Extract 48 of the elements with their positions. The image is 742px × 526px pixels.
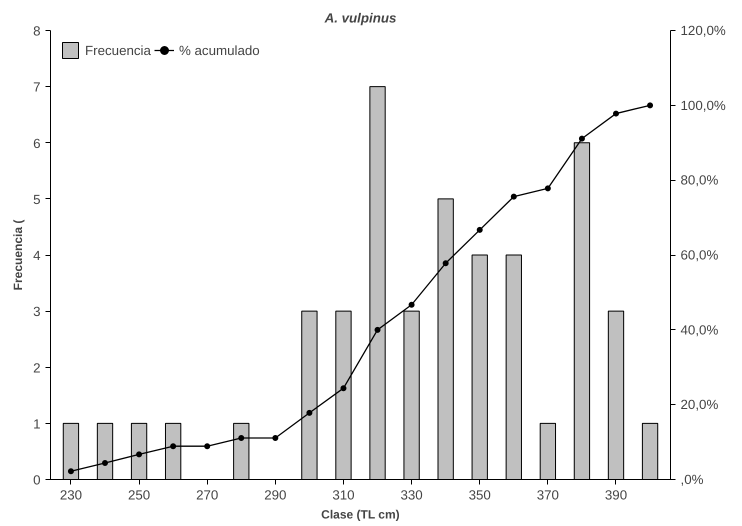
x-axis-title: Clase (TL cm) [321, 508, 400, 522]
x-tick-label: 390 [604, 488, 628, 502]
y2-tick-label: 80,0% [680, 172, 718, 188]
y-tick-label: 1 [33, 416, 41, 432]
x-tick-label: 270 [196, 488, 218, 502]
point [68, 468, 74, 474]
x-tick-label: 230 [60, 488, 82, 502]
y-tick-label: 7 [33, 80, 41, 95]
y-axis-title: Frecuencia ( [11, 220, 26, 290]
x-tick-label: 250 [128, 488, 150, 502]
point [340, 385, 346, 392]
chart-title: A. vulpinus [324, 10, 396, 26]
x-tick-label: 310 [332, 488, 355, 502]
y-tick-label: 0 [33, 472, 41, 488]
y-tick-label: 2 [33, 360, 41, 376]
y2-tick-label: 120,0% [680, 23, 726, 38]
point [272, 434, 278, 441]
x-tick-label: 330 [400, 488, 423, 502]
point [238, 434, 244, 441]
x-tick-label: 370 [536, 488, 559, 502]
point [647, 102, 654, 108]
x-tick-label: 290 [264, 488, 286, 502]
y2-tick-label: ,0% [680, 472, 704, 487]
point [510, 194, 517, 200]
point [578, 136, 585, 142]
point [442, 260, 449, 266]
y-tick-label: 8 [33, 24, 41, 38]
point [408, 302, 415, 308]
x-tick-label: 350 [468, 488, 491, 502]
y2-tick-label: 60,0% [680, 248, 718, 262]
y2-tick-label: 100,0% [680, 98, 726, 113]
y-tick-label: 6 [33, 136, 41, 151]
point [544, 185, 551, 192]
y2-tick-label: 20,0% [680, 397, 718, 412]
legend-label: % acumulado [178, 42, 260, 58]
point [306, 410, 312, 416]
point [102, 460, 108, 466]
point [204, 443, 210, 450]
y-tick-label: 3 [33, 304, 41, 320]
y-tick-label: 5 [33, 192, 41, 207]
y-tick-label: 4 [33, 248, 42, 263]
legend-label: Frecuencia [85, 42, 151, 58]
point [374, 326, 381, 333]
y2-tick-label: 40,0% [680, 322, 718, 338]
point [170, 443, 176, 450]
point [136, 451, 142, 458]
point [612, 110, 619, 117]
point [476, 226, 483, 233]
